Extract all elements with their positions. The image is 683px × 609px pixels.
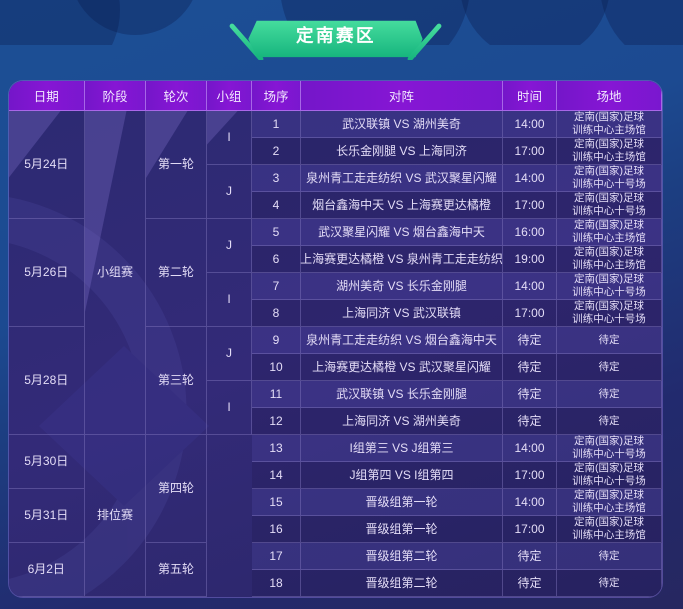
- svg-text:定南赛区: 定南赛区: [296, 26, 376, 46]
